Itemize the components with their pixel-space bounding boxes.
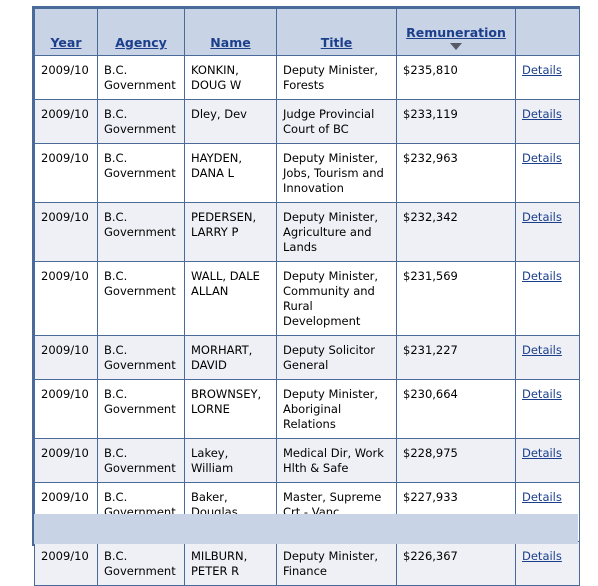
sort-by-remuneration-link[interactable]: Remuneration (406, 25, 506, 40)
table-row: 2009/10 B.C. Government HAYDEN, DANA L Depu… (35, 144, 579, 202)
year-cell: 2009/10 (35, 439, 97, 482)
details-cell: Details (516, 542, 579, 585)
name-cell: MILBURN, PETER R (185, 542, 276, 585)
remuneration-table: Year Agency Name Title Remuneration 2009… (34, 8, 580, 586)
title-cell: Deputy Solicitor General (277, 336, 396, 379)
year-cell: 2009/10 (35, 262, 97, 335)
remuneration-cell: $232,963 (397, 144, 515, 202)
agency-cell: B.C. Government (98, 144, 184, 202)
year-cell: 2009/10 (35, 203, 97, 261)
sort-descending-icon[interactable] (450, 43, 462, 50)
agency-cell: B.C. Government (98, 380, 184, 438)
details-cell: Details (516, 203, 579, 261)
title-cell: Judge Provincial Court of BC (277, 100, 396, 143)
column-header-title: Title (277, 9, 396, 55)
title-cell: Deputy Minister, Community and Rural Dev… (277, 262, 396, 335)
column-header-agency: Agency (98, 9, 184, 55)
title-cell: Deputy Minister, Aboriginal Relations (277, 380, 396, 438)
agency-cell: B.C. Government (98, 439, 184, 482)
title-cell: Deputy Minister, Agriculture and Lands (277, 203, 396, 261)
remuneration-cell: $235,810 (397, 56, 515, 99)
year-cell: 2009/10 (35, 56, 97, 99)
remuneration-cell: $233,119 (397, 100, 515, 143)
name-cell: MORHART, DAVID (185, 336, 276, 379)
details-link[interactable]: Details (522, 490, 562, 504)
table-row: 2009/10 B.C. Government Dley, Dev Judge Pro… (35, 100, 579, 143)
title-cell: Deputy Minister, Jobs, Tourism and Innov… (277, 144, 396, 202)
remuneration-cell: $228,975 (397, 439, 515, 482)
remuneration-cell: $226,367 (397, 542, 515, 585)
agency-cell: B.C. Government (98, 262, 184, 335)
name-cell: BROWNSEY, LORNE (185, 380, 276, 438)
details-cell: Details (516, 439, 579, 482)
remuneration-cell: $231,569 (397, 262, 515, 335)
sort-by-agency-link[interactable]: Agency (115, 35, 167, 50)
sort-by-name-link[interactable]: Name (210, 35, 251, 50)
name-cell: Lakey, William (185, 439, 276, 482)
table-row: 2009/10 B.C. Government KONKIN, DOUG W Depu… (35, 56, 579, 99)
year-cell: 2009/10 (35, 542, 97, 585)
sort-by-year-link[interactable]: Year (50, 35, 82, 50)
details-link[interactable]: Details (522, 446, 562, 460)
details-link[interactable]: Details (522, 387, 562, 401)
name-cell: HAYDEN, DANA L (185, 144, 276, 202)
details-link[interactable]: Details (522, 151, 562, 165)
table-row: 2009/10 B.C. Government WALL, DALE ALLAN De… (35, 262, 579, 335)
table-row: 2009/10 B.C. Government Lakey, William Medi… (35, 439, 579, 482)
year-cell: 2009/10 (35, 144, 97, 202)
details-link[interactable]: Details (522, 343, 562, 357)
year-cell: 2009/10 (35, 380, 97, 438)
details-link[interactable]: Details (522, 210, 562, 224)
title-cell: Deputy Minister, Finance (277, 542, 396, 585)
table-row: 2009/10 B.C. Government MORHART, DAVID Depu… (35, 336, 579, 379)
agency-cell: B.C. Government (98, 542, 184, 585)
name-cell: Dley, Dev (185, 100, 276, 143)
agency-cell: B.C. Government (98, 100, 184, 143)
table-row: 2009/10 B.C. Government BROWNSEY, LORNE Dep… (35, 380, 579, 438)
column-header-details (516, 9, 579, 55)
agency-cell: B.C. Government (98, 336, 184, 379)
details-cell: Details (516, 56, 579, 99)
agency-cell: B.C. Government (98, 203, 184, 261)
year-cell: 2009/10 (35, 336, 97, 379)
sort-by-title-link[interactable]: Title (320, 35, 353, 50)
remuneration-cell: $230,664 (397, 380, 515, 438)
table-header-row: Year Agency Name Title Remuneration (35, 9, 579, 55)
table-row: 2009/10 B.C. Government MILBURN, PETER R De… (35, 542, 579, 585)
name-cell: PEDERSEN, LARRY P (185, 203, 276, 261)
column-header-remuneration: Remuneration (397, 9, 515, 55)
details-cell: Details (516, 380, 579, 438)
details-link[interactable]: Details (522, 63, 562, 77)
name-cell: WALL, DALE ALLAN (185, 262, 276, 335)
details-cell: Details (516, 336, 579, 379)
column-header-name: Name (185, 9, 276, 55)
details-link[interactable]: Details (522, 107, 562, 121)
year-cell: 2009/10 (35, 100, 97, 143)
remuneration-cell: $231,227 (397, 336, 515, 379)
title-cell: Medical Dir, Work Hlth & Safe (277, 439, 396, 482)
details-link[interactable]: Details (522, 549, 562, 563)
details-cell: Details (516, 144, 579, 202)
title-cell: Deputy Minister, Forests (277, 56, 396, 99)
agency-cell: B.C. Government (98, 56, 184, 99)
remuneration-cell: $232,342 (397, 203, 515, 261)
details-cell: Details (516, 262, 579, 335)
details-link[interactable]: Details (522, 269, 562, 283)
column-header-year: Year (35, 9, 97, 55)
table-footer (34, 514, 578, 544)
details-cell: Details (516, 100, 579, 143)
name-cell: KONKIN, DOUG W (185, 56, 276, 99)
